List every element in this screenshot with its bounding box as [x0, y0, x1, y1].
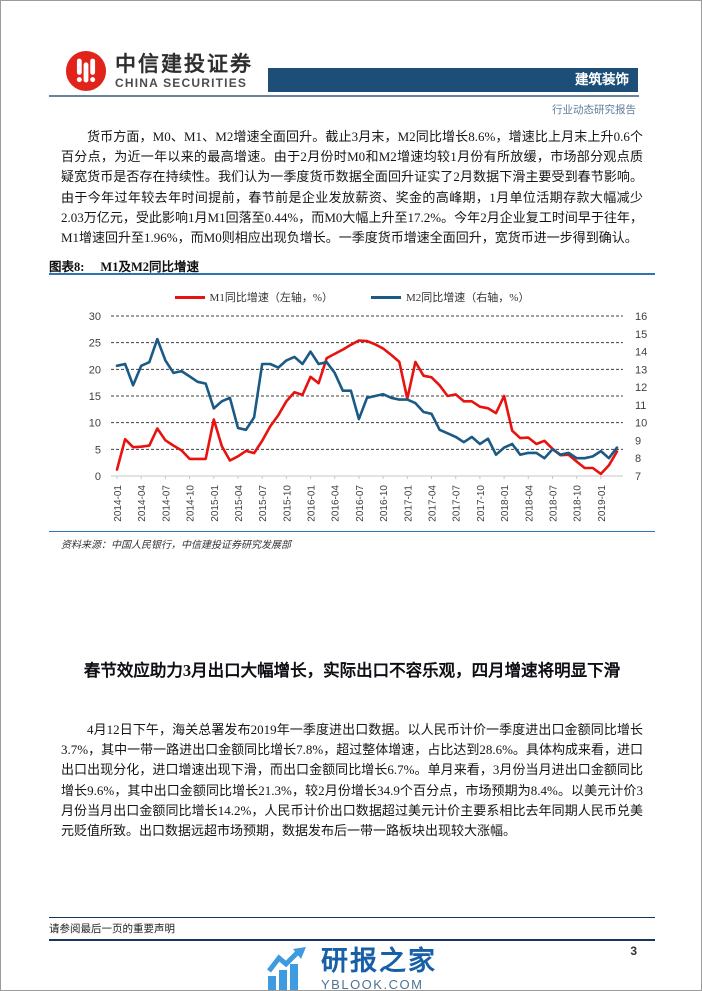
- header-divider: [49, 95, 639, 97]
- watermark-text: 研报之家 YBLOOK.COM: [321, 945, 437, 991]
- svg-text:7: 7: [635, 471, 641, 483]
- svg-text:2017-04: 2017-04: [428, 485, 439, 522]
- m1-line-swatch: [174, 295, 205, 299]
- svg-text:2014-04: 2014-04: [137, 485, 148, 522]
- svg-text:2015-07: 2015-07: [258, 485, 269, 522]
- svg-text:16: 16: [635, 311, 647, 323]
- svg-text:11: 11: [635, 400, 646, 412]
- svg-text:2014-10: 2014-10: [186, 485, 197, 522]
- figure-name: M1及M2同比增速: [100, 260, 200, 274]
- company-name-en: CHINA SECURITIES: [115, 75, 248, 90]
- svg-text:15: 15: [635, 329, 647, 341]
- m1-m2-line-chart: 0 5 10 15 20 25 30 7 8 9 10 11 12 13 14 15 16 2014-01 2014…: [89, 311, 648, 522]
- svg-text:20: 20: [89, 364, 101, 376]
- watermark-chart-icon: [267, 947, 306, 990]
- watermark-domain: YBLOOK.COM: [321, 976, 424, 991]
- watermark-name: 研报之家: [321, 945, 437, 976]
- svg-text:2017-10: 2017-10: [476, 485, 487, 522]
- svg-text:2017-07: 2017-07: [452, 485, 463, 522]
- company-name-cn: 中信建投证券: [115, 51, 253, 76]
- svg-text:2015-10: 2015-10: [282, 485, 293, 522]
- svg-text:2017-01: 2017-01: [403, 485, 414, 522]
- figure-title-rule: [49, 273, 655, 275]
- svg-text:5: 5: [95, 444, 101, 456]
- svg-text:2014-01: 2014-01: [113, 485, 124, 522]
- svg-text:9: 9: [635, 435, 641, 447]
- watermark: 研报之家 YBLOOK.COM: [1, 945, 701, 991]
- svg-text:2018-07: 2018-07: [548, 485, 559, 522]
- svg-text:10: 10: [89, 418, 101, 430]
- brand-text: 中信建投证券 CHINA SECURITIES: [115, 52, 253, 91]
- legend-label-m1: M1同比增速（左轴，%）: [209, 292, 333, 304]
- svg-text:2015-04: 2015-04: [234, 485, 245, 522]
- svg-text:8: 8: [635, 453, 641, 465]
- footer-disclaimer: 请参阅最后一页的重要声明: [49, 924, 175, 935]
- svg-text:2016-07: 2016-07: [355, 485, 366, 522]
- svg-text:2016-04: 2016-04: [331, 485, 342, 522]
- svg-text:2015-01: 2015-01: [210, 485, 221, 522]
- source-note: 资料来源：中国人民银行，中信建投证券研究发展部: [61, 540, 291, 551]
- svg-text:2018-04: 2018-04: [524, 485, 535, 522]
- report-type-label: 行业动态研究报告: [552, 105, 636, 116]
- svg-text:2018-01: 2018-01: [500, 485, 511, 522]
- footer-rule-top: [49, 917, 655, 918]
- svg-text:2018-10: 2018-10: [573, 485, 584, 522]
- svg-text:2016-10: 2016-10: [379, 485, 390, 522]
- svg-text:2016-01: 2016-01: [307, 485, 318, 522]
- figure-title: 图表8: M1及M2同比增速: [49, 256, 199, 275]
- section-heading: 春节效应助力3月出口大幅增长，实际出口不容乐观，四月增速将明显下滑: [83, 661, 621, 680]
- citic-logo-icon: [65, 50, 107, 92]
- export-paragraph: 4月12日下午，海关总署发布2019年一季度进出口数据。以人民币计价一季度进出口…: [61, 722, 643, 839]
- svg-text:2019-01: 2019-01: [597, 485, 608, 522]
- svg-text:25: 25: [89, 338, 101, 350]
- sector-bar: 建筑装饰: [268, 68, 638, 92]
- svg-text:13: 13: [635, 364, 647, 376]
- figure-label: 图表8:: [49, 260, 85, 274]
- chart-legend: M1同比增速（左轴，%） M2同比增速（右轴，%）: [49, 289, 655, 305]
- brand-block: 中信建投证券 CHINA SECURITIES: [65, 50, 253, 92]
- legend-label-m2: M2同比增速（右轴，%）: [406, 292, 530, 304]
- monetary-paragraph: 货币方面，M0、M1、M2增速全面回升。截止3月末，M2同比增长8.6%，增速比…: [61, 129, 643, 246]
- svg-text:10: 10: [635, 418, 647, 430]
- m2-line-swatch: [371, 295, 401, 299]
- legend-item-m2: M2同比增速（右轴，%）: [371, 289, 529, 305]
- svg-text:30: 30: [89, 311, 101, 323]
- svg-text:2014-07: 2014-07: [161, 485, 172, 522]
- svg-text:0: 0: [95, 471, 101, 483]
- legend-item-m1: M1同比增速（左轴，%）: [174, 289, 333, 305]
- source-divider: [49, 531, 655, 532]
- svg-text:15: 15: [89, 391, 101, 403]
- svg-text:12: 12: [635, 382, 647, 394]
- footer-rule-bottom: [49, 939, 655, 941]
- page-number: 3: [630, 944, 637, 958]
- svg-text:14: 14: [635, 347, 647, 359]
